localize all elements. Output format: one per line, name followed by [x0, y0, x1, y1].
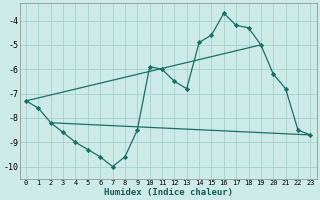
X-axis label: Humidex (Indice chaleur): Humidex (Indice chaleur)	[104, 188, 233, 197]
